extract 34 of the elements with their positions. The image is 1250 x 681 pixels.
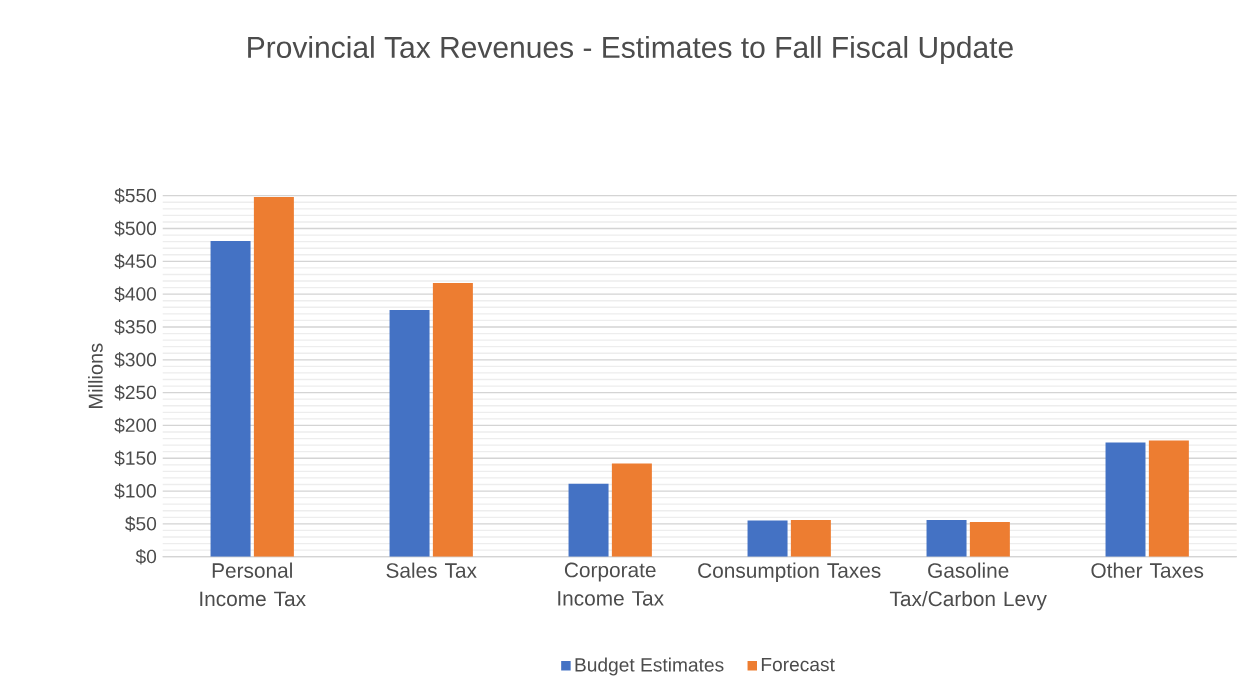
y-tick-label: $100	[114, 483, 157, 500]
bar	[253, 197, 294, 557]
bar	[611, 463, 652, 557]
y-tick-label: $350	[114, 319, 157, 335]
x-tick-label: Other Taxes	[1091, 562, 1204, 579]
y-tick-label: $450	[114, 253, 157, 270]
y-tick-label: $500	[114, 220, 157, 237]
legend-label: Budget Estimates	[575, 657, 724, 676]
y-tick-label: $300	[114, 352, 157, 368]
bar	[790, 520, 831, 557]
bar	[432, 283, 473, 557]
bar	[926, 520, 967, 557]
x-tick-label: Personal Income Tax	[200, 562, 306, 607]
y-tick-label: $0	[135, 549, 157, 565]
bar	[568, 484, 609, 557]
bar	[1148, 440, 1189, 557]
bar	[389, 310, 430, 557]
x-tick-label: Sales Tax	[386, 562, 477, 579]
bar	[969, 522, 1010, 557]
y-tick-label: $200	[114, 417, 157, 434]
y-tick-label: $250	[114, 385, 157, 401]
chart-title: Provincial Tax Revenues - Estimates to Fall Fiscal Update	[248, 36, 1013, 65]
bar	[747, 520, 788, 557]
x-tick-label: Corporate Income Tax	[558, 562, 664, 606]
y-tick-label: $150	[114, 450, 157, 467]
y-axis-title: Millions	[88, 343, 103, 409]
y-tick-label: $50	[125, 516, 157, 532]
y-tick-label: $550	[114, 188, 157, 204]
legend-label: Forecast	[761, 658, 835, 672]
bar	[1105, 442, 1146, 557]
y-tick-label: $400	[114, 286, 157, 303]
x-tick-label: Gasoline Tax/Carbon Levy	[889, 562, 1047, 611]
bar	[210, 241, 251, 557]
x-tick-label: Consumption Taxes	[698, 562, 881, 583]
